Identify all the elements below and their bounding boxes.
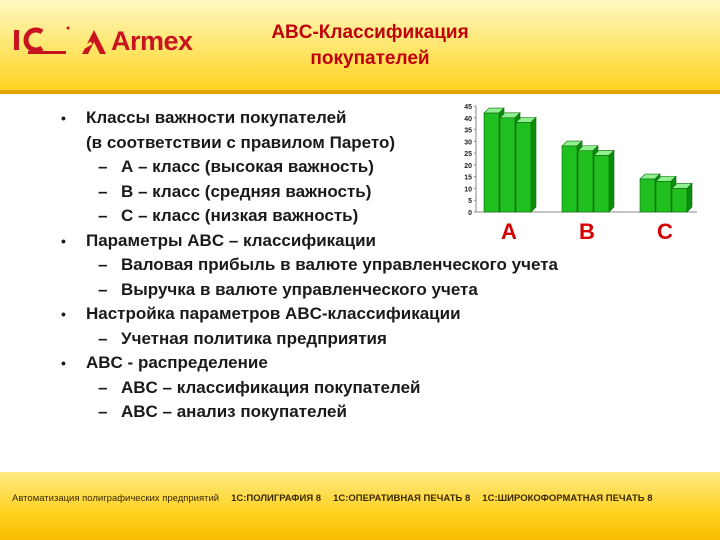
bar <box>499 117 516 213</box>
dash-icon: – <box>98 328 108 348</box>
sub-item-a: – А – класс (высокая важность) <box>56 155 676 180</box>
y-tick-label: 25 <box>464 151 472 158</box>
class-label: B <box>579 219 595 244</box>
dash-icon: – <box>98 181 108 201</box>
y-tick-label: 5 <box>468 198 472 205</box>
header-band <box>0 0 720 92</box>
sub-item-policy: – Учетная политика предприятия <box>56 327 676 352</box>
footer-product-3: 1С:ШИРОКОФОРМАТНАЯ ПЕЧАТЬ 8 <box>482 492 653 504</box>
title-line-2: покупателей <box>310 48 430 69</box>
y-tick-label: 45 <box>464 104 472 111</box>
sub-item-text: А – класс (высокая важность) <box>121 157 374 176</box>
bullet-distribution: • ABC - распределение <box>56 351 676 376</box>
slide-content: • Классы важности покупателей (в соответ… <box>56 106 676 425</box>
sub-item-text: С – класс (низкая важность) <box>121 206 359 225</box>
bar <box>561 145 578 213</box>
bar <box>593 155 610 213</box>
sub-item-gross-profit: – Валовая прибыль в валюте управленческо… <box>56 253 676 278</box>
footer-products: Автоматизация полиграфических предприяти… <box>12 488 710 508</box>
footer-product-1: 1С:ПОЛИГРАФИЯ 8 <box>231 492 322 504</box>
bar <box>655 181 672 213</box>
bullet-icon: • <box>61 355 66 371</box>
dash-icon: – <box>98 402 108 421</box>
bullet-icon: • <box>61 306 66 322</box>
header-divider <box>0 90 720 94</box>
bullet-classes-cont: (в соответствии с правилом Парето) <box>56 131 676 156</box>
bullet-settings: • Настройка параметров ABC-классификации <box>56 302 676 327</box>
bar-side <box>608 149 615 213</box>
class-label: C <box>657 219 673 244</box>
abc-bar-chart: 0 5 10 15 20 25 30 35 40 45 A B C <box>464 104 697 244</box>
sub-item-b: – В – класс (средняя важность) <box>56 180 676 205</box>
sub-item-text: В – класс (средняя важность) <box>121 181 372 201</box>
bullet-icon: • <box>61 232 66 249</box>
bullet-text: Классы важности покупателей <box>86 108 347 127</box>
sub-item-text: ABC – классификация покупателей <box>121 377 421 397</box>
bar <box>577 150 594 213</box>
sub-item-text: Валовая прибыль в валюте управленческого… <box>121 255 558 274</box>
bar <box>639 178 656 213</box>
sub-item-text: ABC – анализ покупателей <box>121 402 347 421</box>
bullet-classes: • Классы важности покупателей <box>56 106 676 131</box>
y-tick-label: 35 <box>464 128 472 135</box>
bar <box>515 122 532 213</box>
footer-product-2: 1С:ОПЕРАТИВНАЯ ПЕЧАТЬ 8 <box>333 492 471 504</box>
sub-item-classification: – ABC – классификация покупателей <box>56 376 676 401</box>
bullet-icon: • <box>61 110 66 126</box>
sub-item-text: Выручка в валюте управленческого учета <box>121 279 478 299</box>
y-tick-label: 0 <box>468 210 472 217</box>
sub-item-revenue: – Выручка в валюте управленческого учета <box>56 278 676 303</box>
page-title: ABC-Классификация покупателей <box>200 20 540 72</box>
bullet-text: Параметры ABC – классификации <box>86 230 376 250</box>
bar <box>671 188 688 213</box>
class-label: A <box>501 219 517 244</box>
bullet-text: (в соответствии с правилом Парето) <box>86 132 396 152</box>
bar-side <box>530 116 537 213</box>
bullet-text: ABC - распределение <box>86 353 268 372</box>
dash-icon: – <box>98 377 108 397</box>
bar <box>483 112 500 213</box>
armex-mark-icon <box>82 30 106 54</box>
bullet-parameters: • Параметры ABC – классификации <box>56 229 676 254</box>
sub-item-analysis: – ABC – анализ покупателей <box>56 400 676 425</box>
armex-brand-text: Armex <box>111 25 193 56</box>
y-tick-label: 20 <box>464 163 472 170</box>
footer-tagline: Автоматизация полиграфических предприяти… <box>12 492 220 504</box>
sub-item-c: – С – класс (низкая важность) <box>56 204 676 229</box>
y-tick-label: 10 <box>464 186 472 193</box>
footer-band: Автоматизация полиграфических предприяти… <box>0 472 720 540</box>
bullet-text: Настройка параметров ABC-классификации <box>86 304 461 323</box>
y-tick-label: 30 <box>464 139 472 146</box>
armex-logo: Armex <box>80 24 193 58</box>
dash-icon: – <box>98 157 108 176</box>
y-tick-label: 40 <box>464 116 472 123</box>
title-line-1: ABC-Классификация <box>271 22 469 43</box>
dash-icon: – <box>98 279 108 299</box>
dash-icon: – <box>98 206 108 225</box>
logo-1c-icon <box>14 26 70 54</box>
sub-item-text: Учетная политика предприятия <box>121 328 387 348</box>
bar-side <box>686 182 693 213</box>
dash-icon: – <box>98 255 108 274</box>
y-tick-label: 15 <box>464 175 472 182</box>
